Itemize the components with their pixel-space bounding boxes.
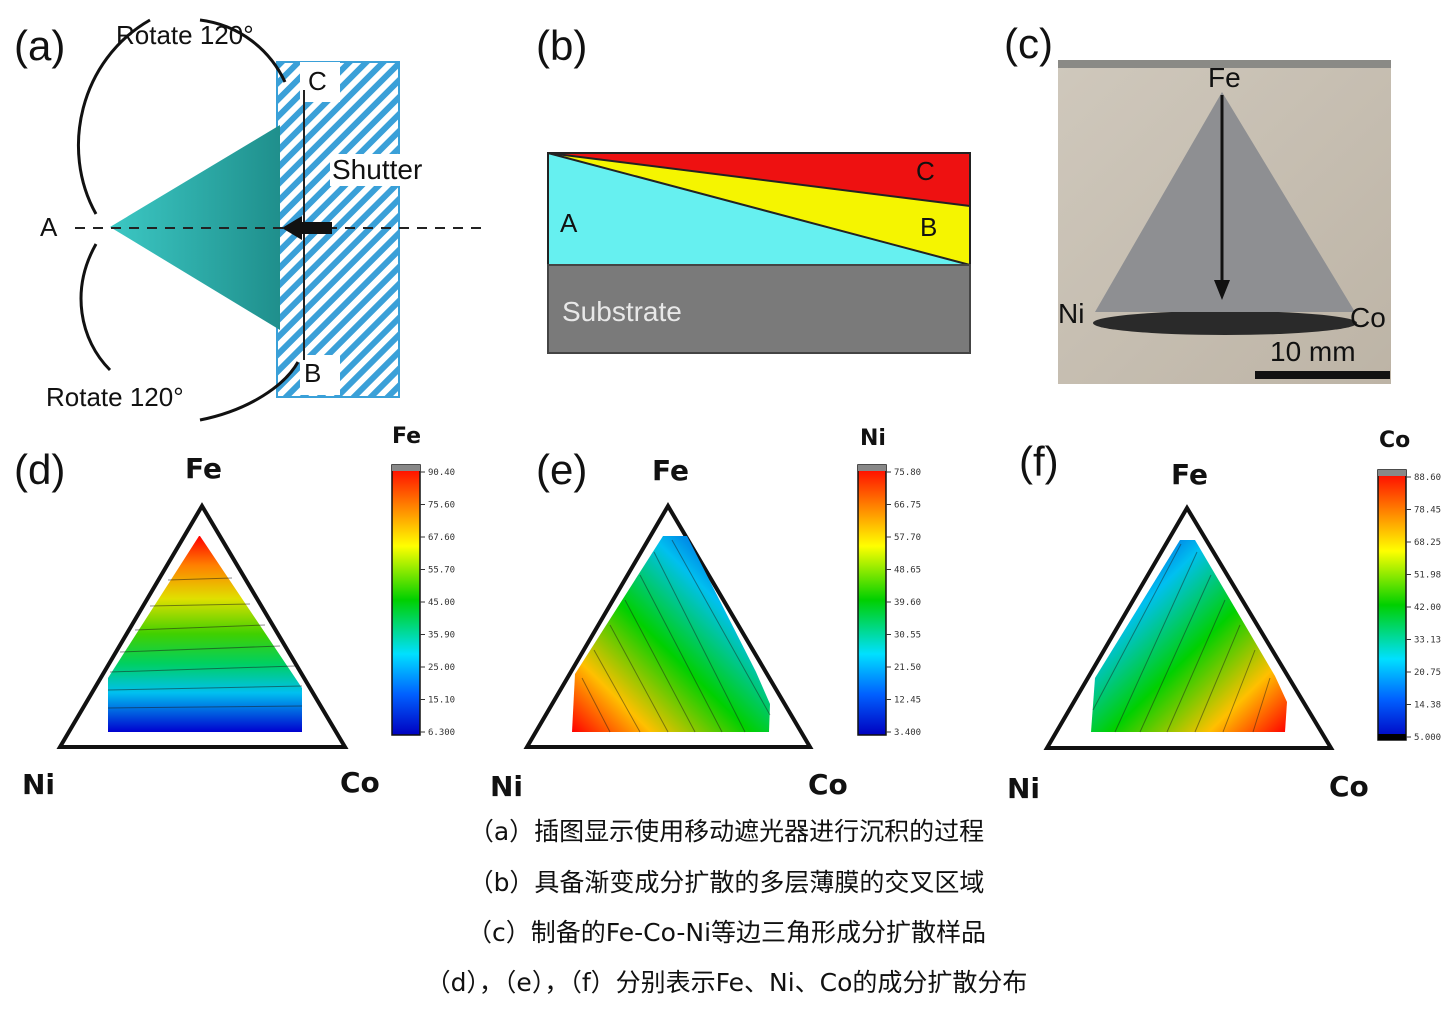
panel-b: (b) C B A Substrate	[520, 0, 990, 430]
point-a-label: A	[40, 212, 58, 242]
ni-distribution	[572, 536, 770, 732]
colorbar-tick-label: 55.70	[428, 566, 455, 576]
multilayer-cross-section	[547, 152, 971, 354]
colorbar-d-title: Fe	[392, 424, 422, 449]
colorbar-d-ticks: 90.40 75.60 67.60 55.70 45.00 35.90 25.00 15.10…	[420, 468, 455, 738]
panel-a-label: (a)	[14, 22, 66, 69]
ternary-e-plot	[523, 464, 887, 749]
rotate-arc-top	[76, 18, 151, 215]
caption-line-c: （c）制备的Fe-Co-Ni等边三角形成分扩散样品	[466, 918, 987, 947]
colorbar-tick-label: 42.00	[1414, 603, 1441, 613]
rotate-bottom-label: Rotate 120°	[46, 382, 184, 412]
ternary-f-left: Ni	[1007, 772, 1041, 805]
colorbar-tick-label: 6.300	[428, 728, 455, 738]
colorbar-tick-label: 51.98	[1414, 571, 1441, 581]
panel-e-label: (e)	[536, 446, 588, 493]
ternary-d-plot	[56, 464, 421, 749]
colorbar-tick-label: 5.000	[1414, 733, 1441, 743]
photo-ni-label: Ni	[1058, 298, 1085, 329]
colorbar-tick-label: 90.40	[428, 468, 455, 478]
colorbar-e-title: Ni	[860, 426, 886, 451]
ternary-f-plot	[1043, 469, 1407, 750]
colorbar-tick-label: 75.80	[894, 468, 921, 478]
layer-b-label: B	[920, 212, 938, 242]
colorbar-tick-label: 35.90	[428, 631, 455, 641]
photo-fe-label: Fe	[1208, 62, 1241, 93]
substrate	[547, 264, 971, 354]
colorbar-tick-label: 30.55	[894, 631, 921, 641]
caption-line-b: （b）具备渐变成分扩散的多层薄膜的交叉区域	[468, 868, 985, 897]
photo-co-label: Co	[1350, 302, 1386, 333]
panel-b-label: (b)	[536, 22, 588, 69]
ternary-f-top: Fe	[1171, 458, 1208, 491]
colorbar-tick-label: 45.00	[428, 598, 455, 608]
colorbar-tick-label: 57.70	[894, 533, 921, 543]
colorbar-tick-label: 15.10	[428, 696, 455, 706]
shutter-arrow	[282, 216, 332, 240]
caption-line-a: （a）插图显示使用移动遮光器进行沉积的过程	[468, 817, 985, 846]
panel-c-label: (c)	[1004, 20, 1053, 67]
sample-photo	[1058, 60, 1391, 384]
shutter-label: Shutter	[330, 154, 425, 186]
colorbar-tick-label: 14.38	[1414, 701, 1441, 711]
colorbar-f-title: Co	[1379, 428, 1411, 453]
scale-label: 10 mm	[1270, 336, 1356, 367]
ternary-d-right: Co	[340, 766, 380, 799]
colorbar-tick-label: 75.60	[428, 501, 455, 511]
colorbar-tick-label: 3.400	[894, 728, 921, 738]
colorbar-tick-label: 66.75	[894, 501, 921, 511]
scale-bar	[1255, 371, 1390, 379]
ternary-f-right: Co	[1329, 770, 1369, 803]
panel-c: (c) Fe Ni Co 10 mm	[1000, 0, 1453, 430]
colorbar-tick-label: 48.65	[894, 566, 921, 576]
deposition-schematic	[75, 18, 485, 422]
colorbar-tick-label: 21.50	[894, 663, 921, 673]
deposited-triangle	[110, 125, 280, 330]
co-distribution	[1091, 540, 1287, 732]
panel-e: (e) Fe Ni Co Ni 75.80 66.75 57.70 48.65 39.6…	[490, 420, 970, 810]
layer-a-label: A	[560, 208, 578, 238]
point-b-label: B	[304, 358, 322, 388]
layer-c-label: C	[916, 156, 935, 186]
rotate-top-label: Rotate 120°	[116, 20, 254, 50]
panel-d-label: (d)	[14, 446, 66, 493]
colorbar-tick-label: 68.25	[1414, 538, 1441, 548]
colorbar-tick-label: 25.00	[428, 663, 455, 673]
ternary-d-left: Ni	[22, 768, 56, 801]
colorbar-tick-label: 78.45	[1414, 506, 1441, 516]
fe-distribution	[108, 536, 302, 732]
colorbar-tick-label: 67.60	[428, 533, 455, 543]
point-c-label: C	[308, 66, 327, 96]
colorbar-e-ticks: 75.80 66.75 57.70 48.65 39.60 30.55 21.50 12.45…	[886, 468, 921, 738]
ternary-d-top: Fe	[185, 452, 222, 485]
rotate-arc-bottom	[79, 243, 112, 372]
colorbar-tick-label: 39.60	[894, 598, 921, 608]
ternary-e-right: Co	[808, 768, 848, 801]
panel-d: (d) Fe Ni Co Fe 90.40 75.60 67.60 55.70 45.0…	[0, 420, 480, 810]
caption-line-def: （d），（e），（f）分别表示Fe、Ni、Co的成分扩散分布	[425, 968, 1028, 997]
substrate-label: Substrate	[562, 296, 682, 327]
panel-a: (a) Rotate 120° Rotate 120° A C	[0, 0, 500, 430]
colorbar-tick-label: 33.13	[1414, 636, 1441, 646]
colorbar-tick-label: 12.45	[894, 696, 921, 706]
ternary-e-top: Fe	[652, 454, 689, 487]
panel-f: (f) Fe Ni Co Co 88.60 78.45 68.25 51.98 42.0…	[985, 420, 1453, 810]
panel-f-label: (f)	[1019, 438, 1059, 485]
colorbar-f-ticks: 88.60 78.45 68.25 51.98 42.00 33.13 20.75 14.38…	[1406, 473, 1441, 743]
ternary-e-left: Ni	[490, 770, 524, 803]
colorbar-tick-label: 88.60	[1414, 473, 1441, 483]
sample-triangle	[1095, 92, 1355, 312]
colorbar-tick-label: 20.75	[1414, 668, 1441, 678]
